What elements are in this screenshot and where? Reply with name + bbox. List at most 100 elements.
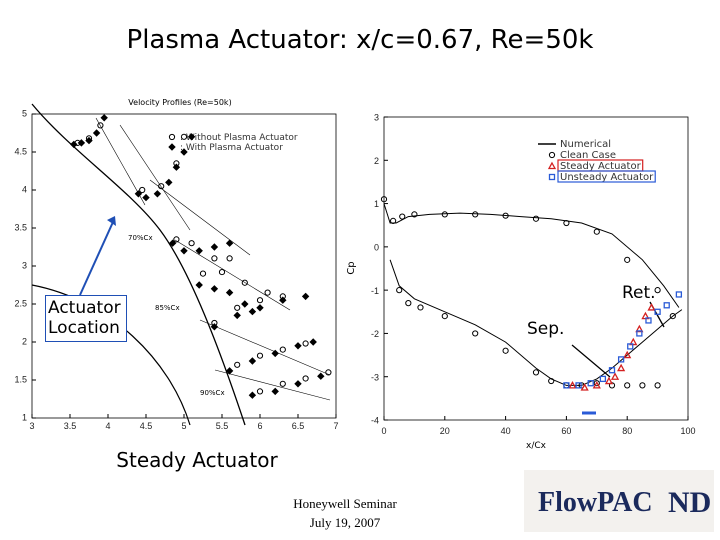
marker bbox=[248, 391, 257, 399]
annotation: Ret. bbox=[622, 283, 656, 303]
marker bbox=[256, 304, 264, 312]
marker bbox=[294, 380, 302, 388]
marker bbox=[380, 196, 388, 203]
marker bbox=[139, 186, 146, 194]
x-tick-label: 20 bbox=[440, 426, 450, 436]
y-tick-label: -3 bbox=[371, 372, 379, 382]
marker bbox=[302, 340, 309, 347]
x-tick-label: 7 bbox=[333, 421, 338, 431]
marker bbox=[548, 377, 555, 385]
marker bbox=[411, 211, 418, 218]
marker bbox=[302, 375, 309, 382]
marker bbox=[502, 212, 509, 219]
marker bbox=[168, 133, 176, 141]
marker bbox=[623, 350, 632, 359]
marker bbox=[225, 367, 234, 375]
legend-label: Numerical bbox=[560, 139, 611, 150]
marker bbox=[70, 140, 78, 149]
marker bbox=[233, 311, 241, 320]
y-tick-label: 4.5 bbox=[14, 147, 27, 157]
blade-surface bbox=[31, 284, 191, 426]
marker bbox=[271, 387, 279, 396]
legend-label: Steady Actuator bbox=[560, 161, 642, 172]
marker bbox=[645, 317, 652, 324]
marker bbox=[225, 288, 234, 297]
marker bbox=[580, 383, 589, 391]
marker bbox=[636, 330, 643, 337]
x-tick-label: 0 bbox=[381, 426, 386, 436]
marker bbox=[617, 356, 625, 363]
marker bbox=[97, 122, 104, 129]
left-panel bbox=[12, 100, 344, 435]
marker bbox=[441, 313, 448, 320]
marker bbox=[188, 240, 195, 247]
marker bbox=[256, 352, 264, 359]
sep-arrow bbox=[571, 344, 611, 378]
y-tick-label: 2 bbox=[22, 337, 27, 347]
x-tick-label: 4.5 bbox=[140, 421, 153, 431]
right-panel bbox=[345, 110, 700, 460]
x-tick-label: 5 bbox=[181, 421, 186, 431]
marker bbox=[172, 163, 181, 171]
y-tick-label: 2.5 bbox=[14, 299, 27, 309]
marker bbox=[317, 372, 325, 380]
x-tick-label: 6.5 bbox=[292, 421, 305, 431]
marker bbox=[279, 346, 286, 353]
legend-highlight bbox=[557, 170, 656, 183]
marker bbox=[563, 382, 570, 389]
marker bbox=[226, 255, 233, 262]
marker bbox=[390, 217, 397, 224]
caption: Steady Actuator bbox=[116, 448, 278, 472]
chart-title: Velocity Profiles (Re=50k) bbox=[128, 98, 231, 107]
marker bbox=[654, 287, 661, 294]
x-tick-label: 80 bbox=[622, 426, 632, 436]
marker bbox=[187, 133, 196, 141]
marker bbox=[593, 380, 600, 387]
marker bbox=[92, 129, 101, 137]
marker bbox=[165, 178, 173, 187]
marker bbox=[309, 338, 317, 346]
marker bbox=[548, 151, 556, 159]
marker bbox=[624, 382, 631, 389]
marker bbox=[608, 367, 616, 374]
x-axis-label: x/Cx bbox=[526, 441, 547, 451]
marker bbox=[180, 247, 188, 255]
marker bbox=[654, 382, 661, 389]
marker bbox=[675, 291, 683, 298]
marker bbox=[234, 361, 241, 368]
marker bbox=[211, 255, 218, 262]
marker bbox=[325, 369, 332, 376]
x-tick-label: 5.5 bbox=[216, 421, 229, 431]
marker bbox=[180, 133, 188, 140]
marker bbox=[417, 304, 424, 311]
marker bbox=[502, 347, 509, 354]
marker bbox=[248, 307, 257, 316]
x-tick-label: 60 bbox=[561, 426, 571, 436]
marker bbox=[532, 215, 540, 222]
marker bbox=[168, 143, 176, 151]
annotation: 70%Cx bbox=[128, 234, 153, 242]
x-tick-label: 6 bbox=[257, 421, 262, 431]
marker bbox=[627, 343, 634, 350]
marker bbox=[271, 349, 279, 358]
marker bbox=[568, 381, 577, 389]
marker bbox=[592, 381, 601, 389]
marker bbox=[294, 342, 302, 350]
annotation: Sep. bbox=[527, 319, 564, 339]
marker bbox=[472, 211, 479, 218]
marker bbox=[663, 302, 670, 309]
legend-label: Unsteady Actuator bbox=[560, 172, 654, 183]
marker bbox=[153, 190, 162, 198]
y-tick-label: 1.5 bbox=[14, 375, 27, 385]
y-tick-label: 1 bbox=[374, 199, 379, 209]
legend-label: : Without Plasma Actuator bbox=[180, 133, 298, 143]
actuator-note: Actuator Location bbox=[45, 295, 127, 342]
legend-label: Clean Case bbox=[560, 150, 616, 161]
marker bbox=[210, 243, 219, 251]
marker bbox=[547, 161, 557, 170]
marker bbox=[610, 372, 620, 380]
legend-label: : With Plasma Actuator bbox=[180, 143, 283, 153]
logo-text: FlowPAC bbox=[538, 487, 653, 518]
y-tick-label: 5 bbox=[22, 109, 27, 119]
